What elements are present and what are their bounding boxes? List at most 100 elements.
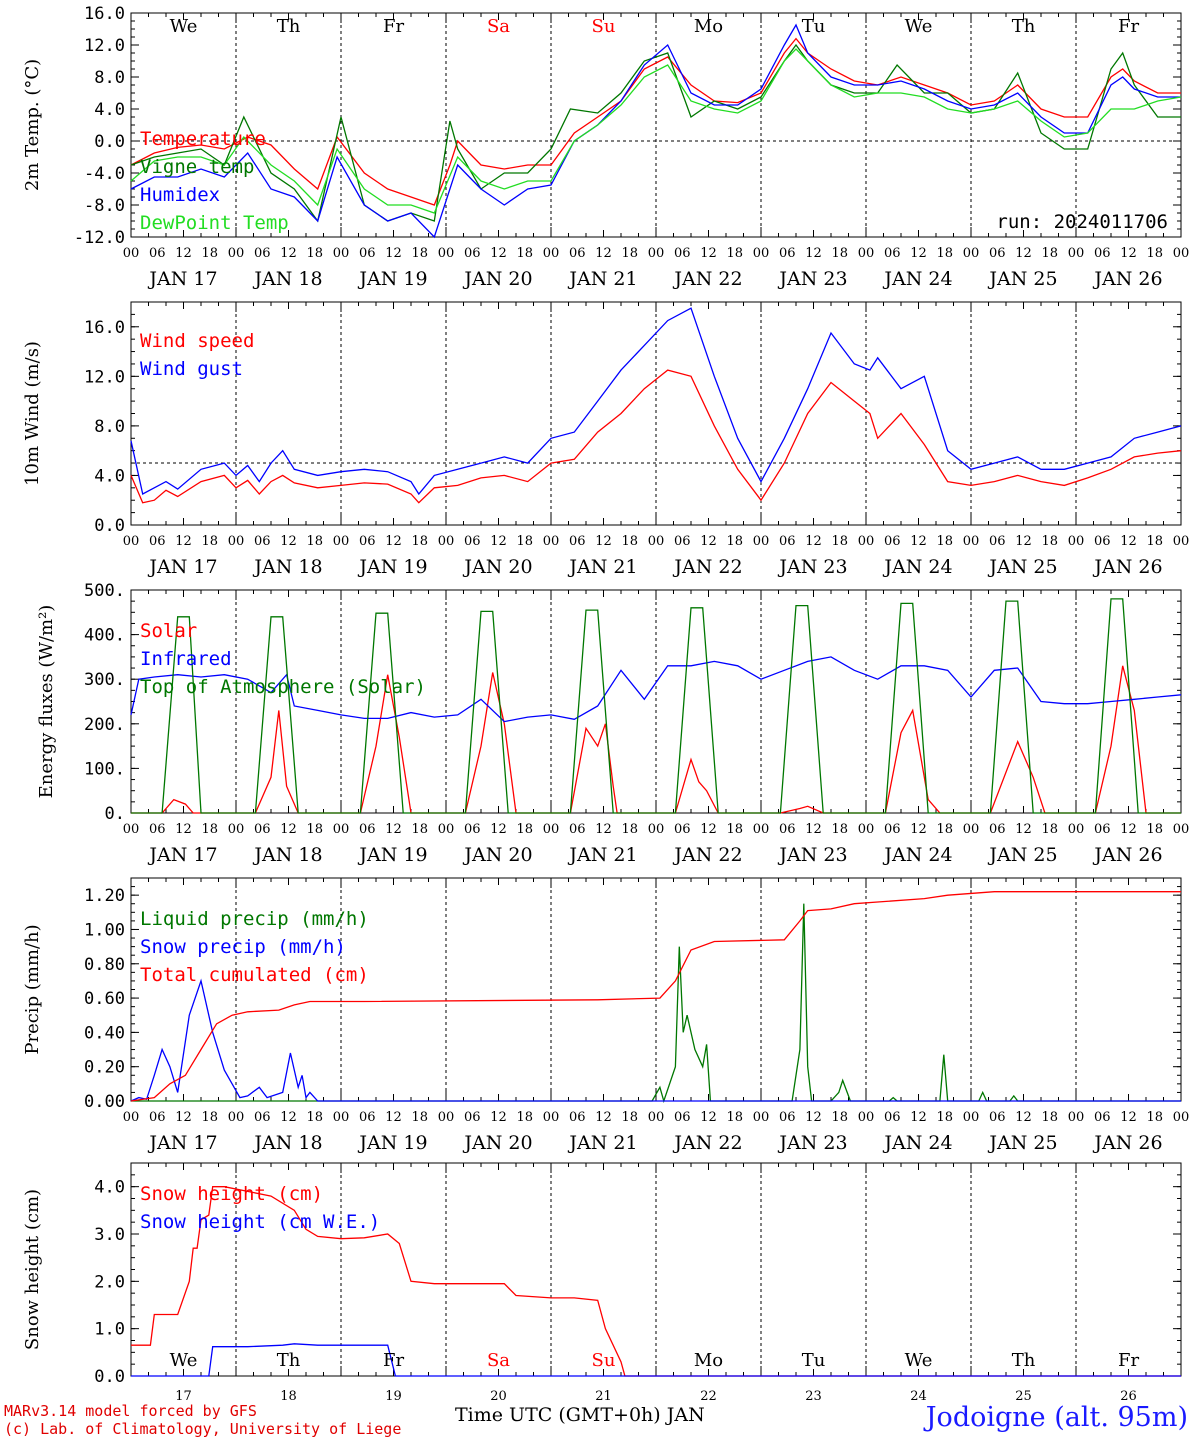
series-line-energy-2 xyxy=(131,598,1181,814)
hour-label: 12 xyxy=(1015,246,1032,261)
hour-label: 12 xyxy=(910,1110,927,1125)
day-label: JAN 17 xyxy=(147,1132,217,1154)
hour-label: 00 xyxy=(858,822,875,837)
hour-label: 06 xyxy=(989,534,1006,549)
panel-wind: 0.0 4.0 8.0 12.0 16.0 10m Wind (m/s) Wind spee… xyxy=(22,301,1189,578)
y-tick-label: 0.0 xyxy=(94,1367,125,1387)
hour-label: 06 xyxy=(464,822,481,837)
y-axis-title: Energy fluxes (W/m²) xyxy=(36,605,57,799)
hour-label: 06 xyxy=(779,246,796,261)
day-label: JAN 17 xyxy=(147,556,217,578)
y-axis-title: 10m Wind (m/s) xyxy=(22,341,43,486)
hour-label: 12 xyxy=(805,1110,822,1125)
y-tick-label: 4.0 xyxy=(94,1178,125,1198)
panel-precip: 0.00 0.20 0.40 0.60 0.80 1.00 1.20 Precip (mm/h… xyxy=(22,877,1189,1154)
hour-label: 00 xyxy=(1068,246,1085,261)
day-label: JAN 18 xyxy=(252,1132,322,1154)
day-number: 22 xyxy=(700,1389,717,1404)
hour-label: 00 xyxy=(963,246,980,261)
hour-label: 18 xyxy=(306,1110,323,1125)
y-tick-label: 1.0 xyxy=(94,1320,125,1340)
day-label: JAN 21 xyxy=(567,844,637,866)
weekday-label: We xyxy=(905,1350,933,1371)
series-line-wind-1 xyxy=(130,307,1182,496)
hour-label: 12 xyxy=(1120,822,1137,837)
hour-label: 06 xyxy=(1094,1110,1111,1125)
day-number: 24 xyxy=(910,1389,927,1404)
hour-label: 00 xyxy=(438,822,455,837)
hour-label: 12 xyxy=(385,822,402,837)
hour-label: 06 xyxy=(989,822,1006,837)
hour-label: 00 xyxy=(333,246,350,261)
y-tick-label: 0.40 xyxy=(84,1023,125,1043)
day-label: JAN 24 xyxy=(882,556,952,578)
hour-label: 12 xyxy=(595,534,612,549)
hour-label: 12 xyxy=(490,246,507,261)
hour-label: 00 xyxy=(1173,246,1190,261)
day-label: JAN 18 xyxy=(252,844,322,866)
y-tick-label: 12.0 xyxy=(84,367,125,387)
weekday-label: Th xyxy=(277,1350,301,1371)
hour-label: 12 xyxy=(280,1110,297,1125)
hour-label: 00 xyxy=(648,534,665,549)
day-label: JAN 17 xyxy=(147,844,217,866)
hour-label: 18 xyxy=(1041,1110,1058,1125)
hour-label: 12 xyxy=(805,822,822,837)
y-tick-label: 4.0 xyxy=(94,100,125,120)
weekday-label: Mo xyxy=(694,1350,723,1371)
y-tick-label: 400. xyxy=(84,626,125,646)
day-label: JAN 23 xyxy=(777,1132,847,1154)
day-number: 17 xyxy=(175,1389,192,1404)
hour-label: 12 xyxy=(280,246,297,261)
hour-label: 18 xyxy=(306,534,323,549)
legend-entry: Solar xyxy=(140,620,197,642)
hour-label: 12 xyxy=(385,246,402,261)
weekday-label: Fr xyxy=(1118,16,1139,37)
hour-label: 00 xyxy=(123,246,140,261)
day-label: JAN 19 xyxy=(357,1132,427,1154)
day-label: JAN 22 xyxy=(672,1132,742,1154)
day-label: JAN 19 xyxy=(357,556,427,578)
y-tick-label: 2.0 xyxy=(94,1272,125,1292)
day-label: JAN 18 xyxy=(252,556,322,578)
y-tick-label: -4.0 xyxy=(84,164,125,184)
hour-label: 18 xyxy=(1146,534,1163,549)
hour-label: 06 xyxy=(1094,534,1111,549)
hour-label: 12 xyxy=(490,822,507,837)
hour-label: 06 xyxy=(359,246,376,261)
hour-label: 12 xyxy=(910,822,927,837)
y-axis-title: 2m Temp. (°C) xyxy=(22,59,43,191)
hour-label: 12 xyxy=(700,1110,717,1125)
day-number: 26 xyxy=(1120,1389,1137,1404)
day-number: 20 xyxy=(490,1389,507,1404)
legend-entry: Wind gust xyxy=(140,358,243,380)
series-line-temperature-3 xyxy=(130,48,1182,214)
hour-label: 00 xyxy=(648,822,665,837)
day-label: JAN 22 xyxy=(672,268,742,290)
hour-label: 06 xyxy=(149,1110,166,1125)
y-tick-label: 8.0 xyxy=(94,417,125,437)
hour-label: 18 xyxy=(936,534,953,549)
hour-label: 06 xyxy=(254,1110,271,1125)
weekday-label: Su xyxy=(592,1350,616,1371)
y-tick-label: 4.0 xyxy=(94,466,125,486)
series-line-energy-1 xyxy=(130,656,1182,723)
hour-label: 18 xyxy=(201,534,218,549)
hour-label: 06 xyxy=(1094,822,1111,837)
day-label: JAN 23 xyxy=(777,844,847,866)
y-tick-label: 16.0 xyxy=(84,318,125,338)
day-label: JAN 24 xyxy=(882,844,952,866)
hour-label: 06 xyxy=(674,1110,691,1125)
hour-label: 12 xyxy=(1120,534,1137,549)
hour-label: 18 xyxy=(1146,246,1163,261)
hour-label: 06 xyxy=(464,1110,481,1125)
hour-label: 12 xyxy=(1015,1110,1032,1125)
series-line-snow-1 xyxy=(131,1343,1181,1377)
weekday-label: Sa xyxy=(487,16,510,37)
day-label: JAN 22 xyxy=(672,844,742,866)
day-label: JAN 23 xyxy=(777,556,847,578)
legend-entry: Snow height (cm) xyxy=(140,1183,323,1205)
y-tick-label: 1.00 xyxy=(84,920,125,940)
y-tick-label: 0.00 xyxy=(84,1092,125,1112)
hour-label: 06 xyxy=(779,1110,796,1125)
